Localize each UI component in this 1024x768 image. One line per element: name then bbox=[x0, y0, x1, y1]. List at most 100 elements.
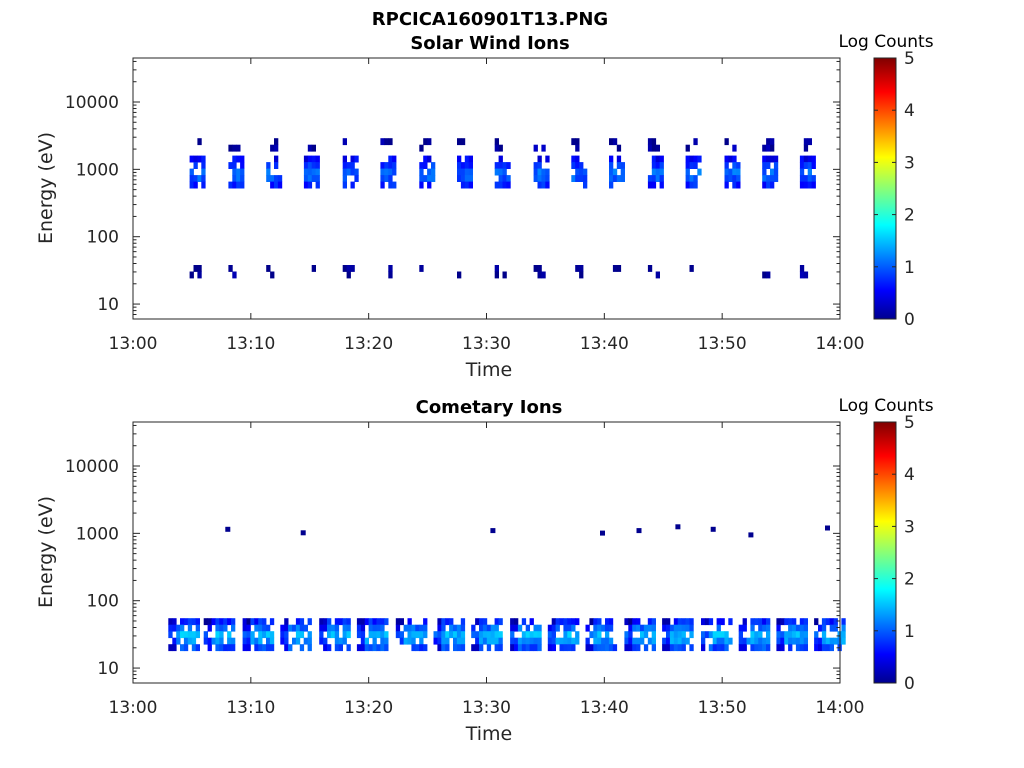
heatmap-cell bbox=[350, 181, 355, 189]
heatmap-sparse-cell bbox=[825, 525, 830, 531]
heatmap-cell bbox=[803, 637, 808, 645]
heatmap-cell bbox=[242, 637, 247, 645]
heatmap-cell bbox=[303, 155, 309, 163]
heatmap-cell bbox=[689, 175, 694, 182]
heatmap-cell bbox=[799, 271, 805, 279]
heatmap-cell bbox=[766, 138, 771, 146]
heatmap-cell bbox=[427, 181, 432, 189]
heatmap-cell bbox=[189, 155, 194, 163]
heatmap-cell bbox=[270, 144, 275, 152]
heatmap-cell bbox=[215, 644, 220, 652]
heatmap-cell bbox=[284, 624, 289, 632]
heatmap-cell bbox=[666, 624, 671, 632]
heatmap-cell bbox=[773, 162, 779, 169]
heatmap-cell bbox=[525, 644, 530, 652]
colorbar-tick-label: 0 bbox=[904, 674, 915, 694]
heatmap-cell bbox=[521, 644, 527, 652]
heatmap-cell bbox=[551, 624, 556, 632]
heatmap-cell bbox=[407, 637, 412, 645]
heatmap-cell bbox=[468, 155, 473, 163]
heatmap-cell bbox=[368, 624, 373, 632]
heatmap-cell bbox=[457, 175, 462, 182]
heatmap-cell bbox=[616, 162, 622, 169]
heatmap-cell bbox=[701, 637, 706, 645]
heatmap-cell bbox=[579, 175, 584, 182]
heatmap-cell bbox=[307, 181, 313, 189]
heatmap-cell bbox=[632, 624, 637, 632]
heatmap-cell bbox=[551, 631, 556, 639]
heatmap-cell bbox=[311, 175, 316, 182]
heatmap-sparse-cell bbox=[636, 528, 642, 534]
heatmap-cell bbox=[445, 631, 450, 639]
heatmap-cell bbox=[651, 162, 657, 169]
heatmap-cell bbox=[376, 618, 381, 626]
heatmap-cell bbox=[545, 155, 550, 163]
heatmap-cell bbox=[311, 168, 316, 176]
heatmap-cell bbox=[609, 138, 614, 146]
heatmap-cell bbox=[242, 631, 247, 639]
heatmap-cell bbox=[191, 644, 197, 652]
heatmap-cell bbox=[762, 144, 767, 152]
heatmap-cell bbox=[494, 271, 499, 279]
heatmap-cell bbox=[776, 624, 781, 632]
heatmap-cell bbox=[419, 265, 424, 272]
heatmap-cell bbox=[445, 637, 450, 645]
heatmap-cell bbox=[529, 637, 534, 645]
heatmap-cell bbox=[754, 637, 759, 645]
heatmap-cell bbox=[187, 631, 193, 639]
heatmap-cell bbox=[762, 155, 767, 163]
heatmap-cell bbox=[620, 175, 625, 182]
heatmap-cell bbox=[728, 637, 733, 645]
heatmap-cell bbox=[231, 644, 236, 652]
heatmap-cell bbox=[517, 624, 523, 632]
heatmap-cell bbox=[399, 618, 404, 626]
heatmap-cell bbox=[651, 181, 657, 189]
x-tick-label: 13:00 bbox=[109, 698, 158, 718]
heatmap-cell bbox=[364, 637, 369, 645]
heatmap-cell bbox=[612, 265, 618, 272]
heatmap-cell bbox=[254, 618, 259, 626]
heatmap-cell bbox=[419, 624, 424, 632]
heatmap-cell bbox=[616, 265, 622, 272]
heatmap-cell bbox=[814, 637, 819, 645]
heatmap-cell bbox=[176, 631, 181, 639]
heatmap-cell bbox=[437, 644, 442, 652]
heatmap-cell bbox=[773, 175, 779, 182]
heatmap-cell bbox=[219, 631, 224, 639]
heatmap-cell bbox=[203, 637, 208, 645]
heatmap-cell bbox=[228, 181, 233, 189]
heatmap-cell bbox=[189, 168, 194, 176]
heatmap-cell bbox=[384, 637, 389, 645]
heatmap-cell bbox=[457, 168, 462, 176]
figure-title: RPCICA160901T13.PNG bbox=[372, 9, 608, 30]
heatmap-cell bbox=[754, 631, 759, 639]
heatmap-cell bbox=[640, 631, 645, 639]
heatmap-cell bbox=[319, 624, 324, 632]
heatmap-cell bbox=[232, 144, 237, 152]
heatmap-cell bbox=[494, 144, 499, 152]
heatmap-cell bbox=[632, 618, 637, 626]
heatmap-cell bbox=[555, 618, 560, 626]
heatmap-cell bbox=[593, 618, 598, 626]
heatmap-cell bbox=[464, 155, 470, 163]
heatmap-cell bbox=[685, 637, 690, 645]
heatmap-cell bbox=[346, 271, 351, 279]
heatmap-cell bbox=[766, 162, 771, 169]
heatmap-cell bbox=[172, 618, 177, 626]
heatmap-cell bbox=[240, 168, 245, 176]
x-tick-label: 13:20 bbox=[344, 698, 393, 718]
heatmap-cell bbox=[724, 637, 729, 645]
heatmap-cell bbox=[529, 644, 534, 652]
heatmap-cell bbox=[494, 265, 499, 272]
heatmap-cell bbox=[223, 618, 228, 626]
heatmap-cell bbox=[372, 644, 377, 652]
heatmap-cell bbox=[655, 144, 660, 152]
heatmap-cell bbox=[616, 144, 622, 152]
heatmap-cell bbox=[589, 618, 594, 626]
heatmap-cell bbox=[482, 618, 488, 626]
heatmap-cell bbox=[250, 631, 255, 639]
colorbar-tick-label: 2 bbox=[904, 206, 915, 226]
heatmap-cell bbox=[258, 631, 263, 639]
heatmap-cell bbox=[766, 637, 771, 645]
heatmap-cell bbox=[724, 155, 729, 163]
